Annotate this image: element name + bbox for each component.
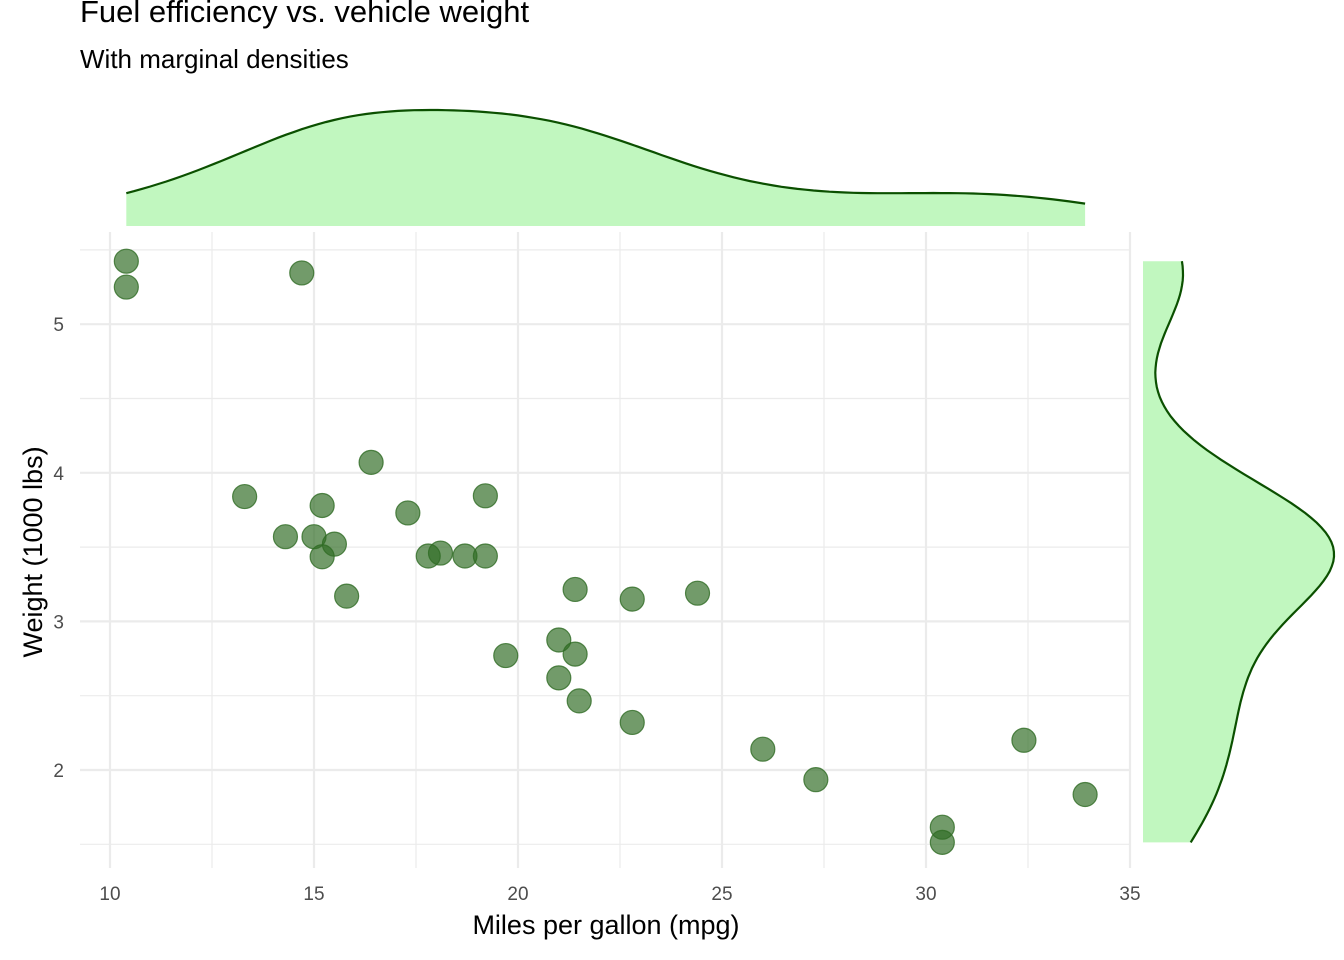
x-tick-label: 10 [99,884,120,905]
data-point [358,449,384,475]
right-density-area [1143,261,1334,843]
data-point [566,688,592,714]
data-points [113,248,1098,855]
x-tick-label: 20 [507,884,528,905]
right-density-line [1154,261,1336,843]
x-tick-label: 25 [711,884,732,905]
top-marginal-density [126,108,1086,226]
data-point [1072,781,1098,808]
x-tick-label: 35 [1119,884,1140,905]
data-point [1011,727,1037,753]
data-point [309,492,335,519]
data-point [232,483,258,510]
data-point [929,829,955,855]
y-tick-label: 4 [53,464,64,485]
y-axis-ticks: 2 3 4 5 [53,315,64,782]
data-point [546,665,572,691]
chart-subtitle: With marginal densities [80,44,349,74]
data-point [395,500,421,526]
data-point [113,248,139,274]
data-point [472,543,498,569]
y-axis-title: Weight (1000 lbs) [18,446,48,657]
data-point [546,627,572,653]
top-density-area [126,110,1086,226]
right-marginal-density [1143,261,1336,843]
top-density-line [126,108,1086,205]
data-point [113,274,139,300]
data-point [301,524,327,550]
data-point [415,543,441,569]
data-point [803,767,829,793]
data-point [334,583,360,609]
data-point [472,483,498,509]
data-point [684,580,711,606]
data-point [619,709,645,736]
data-point [289,260,315,286]
x-axis-ticks: 10 15 20 25 30 35 [99,884,1140,905]
y-tick-label: 5 [53,315,64,336]
data-point [619,586,645,612]
grid [80,232,1132,868]
data-point [562,576,588,603]
data-point [750,736,776,762]
x-axis-title: Miles per gallon (mpg) [472,910,739,940]
data-point [493,642,519,669]
x-tick-label: 30 [915,884,936,905]
y-tick-label: 3 [53,612,64,633]
chart-title: Fuel efficiency vs. vehicle weight [80,0,530,29]
data-point [562,641,588,667]
y-tick-label: 2 [53,761,64,782]
data-point [272,524,299,550]
x-tick-label: 15 [303,884,324,905]
